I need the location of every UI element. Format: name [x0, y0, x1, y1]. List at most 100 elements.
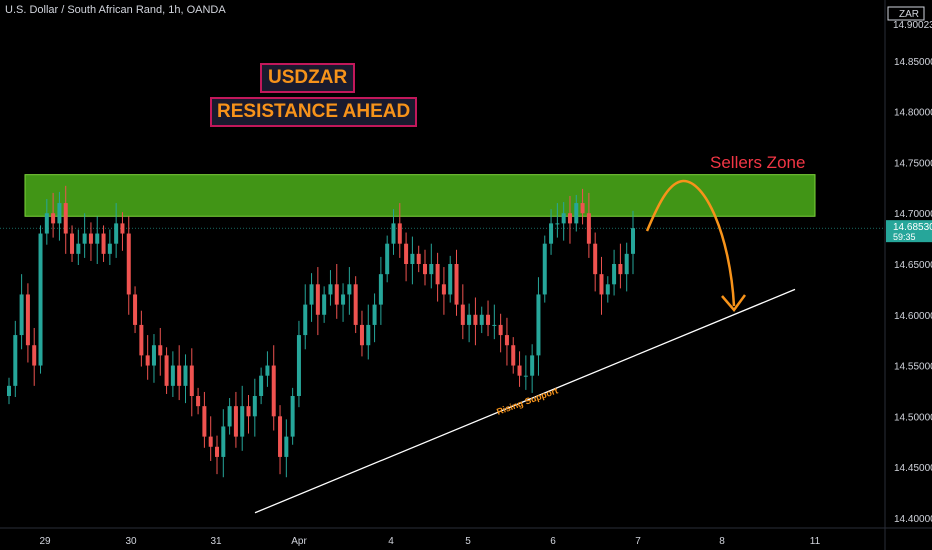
candle-body [542, 243, 547, 295]
candle-body [221, 426, 226, 457]
candle-body [107, 243, 112, 254]
candle-body [391, 223, 396, 244]
candle-body [416, 253, 421, 264]
top-price-label: 14.90023 [893, 20, 932, 31]
candle-body [57, 203, 62, 224]
candle-body [347, 284, 352, 295]
candle-body [530, 355, 535, 376]
rising-support-label: Rising Support [495, 385, 559, 416]
candle-body [624, 253, 629, 275]
x-tick-label: 5 [465, 536, 471, 547]
candle-body [296, 335, 301, 396]
candle-body [618, 264, 623, 275]
candle-body [612, 264, 617, 285]
candle-body [580, 203, 585, 214]
candle-body [328, 284, 333, 295]
candle-body [88, 233, 93, 244]
x-tick-label: 4 [388, 536, 394, 547]
y-tick-label: 14.40000 [894, 514, 932, 525]
sellers-zone-rect [24, 174, 816, 217]
candle-body [523, 375, 528, 377]
currency-label: ZAR [899, 9, 919, 20]
candle-body [429, 264, 434, 275]
candle-body [517, 365, 522, 376]
candle-body [133, 294, 138, 325]
candle-body [353, 284, 358, 325]
candle-body [233, 406, 238, 437]
candle-body [271, 365, 276, 417]
candle-body [536, 294, 541, 356]
x-tick-label: 30 [125, 536, 137, 547]
candle-body [366, 324, 371, 346]
candle-body [164, 355, 169, 386]
sellers-zone-label: Sellers Zone [710, 153, 805, 172]
candle-body [63, 203, 68, 234]
candle-body [265, 365, 270, 376]
candle-body [7, 385, 11, 396]
candle-body [498, 324, 503, 336]
candle-body [385, 243, 390, 275]
candle-body [441, 284, 446, 295]
candle-body [404, 243, 409, 264]
candle-body [467, 314, 472, 325]
candle-body [561, 213, 566, 224]
currency-box [887, 6, 925, 21]
y-tick-label: 14.45000 [894, 463, 932, 474]
candle-body [460, 304, 465, 325]
candle-body [177, 365, 182, 386]
candle-body [240, 406, 245, 437]
candle-body [504, 335, 509, 346]
candle-body [278, 416, 283, 457]
candle-body [13, 335, 18, 386]
candle-body [208, 436, 213, 447]
candle-body [322, 294, 327, 315]
candle-body [158, 345, 163, 356]
y-tick-label: 14.65000 [894, 260, 932, 271]
countdown-label: 59:35 [893, 232, 916, 242]
x-tick-label: 31 [210, 536, 222, 547]
candle-body [309, 284, 314, 305]
candle-body [227, 406, 232, 427]
candle-body [284, 436, 289, 457]
candle-body [605, 284, 610, 295]
y-tick-label: 14.80000 [894, 108, 932, 119]
candle-body [44, 213, 49, 234]
candle-body [95, 233, 100, 244]
candle-body [567, 213, 572, 224]
y-tick-label: 14.85000 [894, 57, 932, 68]
x-tick-label: Apr [291, 536, 307, 547]
candle-body [25, 294, 30, 346]
candle-body [631, 228, 635, 254]
candle-body [574, 203, 579, 224]
candle-body [586, 213, 591, 244]
candle-body [410, 253, 415, 264]
candle-body [492, 324, 497, 326]
candle-body [151, 345, 156, 366]
y-tick-label: 14.60000 [894, 311, 932, 322]
headline-badge: RESISTANCE AHEAD [210, 97, 418, 127]
candle-body [196, 396, 201, 407]
current-price-label: 14.68530 [893, 222, 932, 233]
candle-body [70, 233, 75, 254]
candle-body [397, 223, 402, 244]
candle-body [599, 274, 604, 295]
chart-title: U.S. Dollar / South African Rand, 1h, OA… [5, 4, 226, 16]
candle-body [145, 355, 150, 366]
x-tick-label: 8 [719, 536, 725, 547]
candle-body [448, 264, 453, 295]
candle-body [189, 365, 194, 396]
candle-body [183, 365, 188, 386]
candle-body [19, 294, 24, 336]
candle-body [101, 233, 106, 254]
x-tick-label: 11 [810, 536, 821, 547]
candle-body [139, 324, 144, 356]
rising-support-line [254, 288, 796, 514]
candle-body [38, 233, 43, 366]
candle-body [359, 324, 364, 346]
candle-body [435, 264, 440, 285]
candle-body [114, 223, 119, 244]
candle-body [32, 345, 37, 366]
projection-arrow [645, 179, 736, 307]
candle-body [423, 264, 427, 275]
